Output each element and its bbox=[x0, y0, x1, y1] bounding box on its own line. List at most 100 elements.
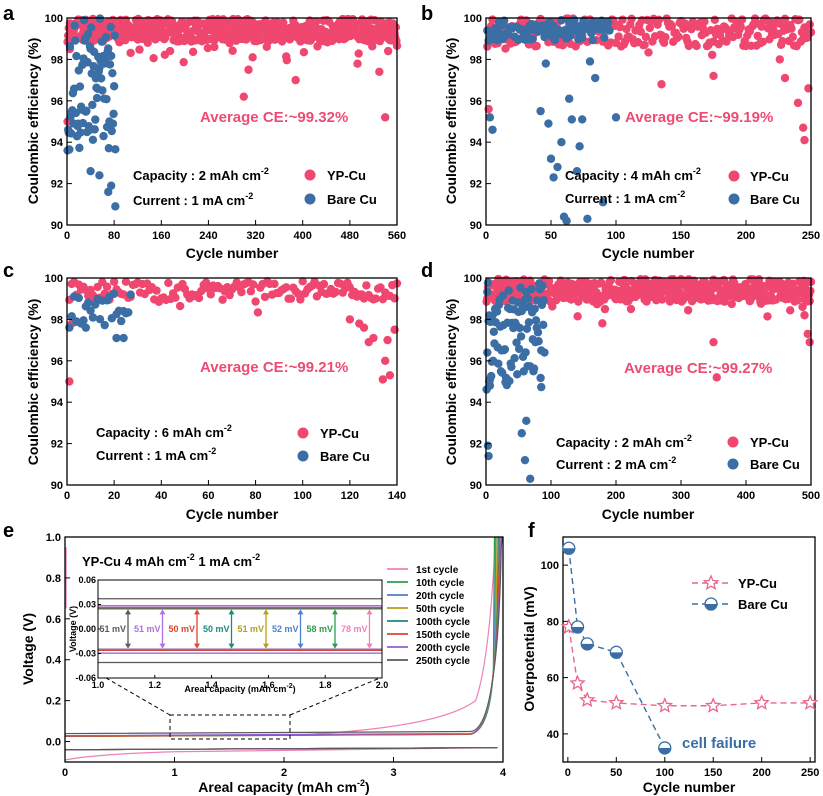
data-point bbox=[270, 279, 279, 289]
panel-c-xticks: 0 20 40 60 80 100 120 140 bbox=[64, 480, 406, 502]
data-point bbox=[239, 92, 248, 101]
data-point bbox=[536, 106, 545, 116]
data-point bbox=[800, 135, 809, 145]
data-point bbox=[522, 324, 532, 333]
data-point bbox=[692, 41, 701, 51]
y-tick-label: 0.4 bbox=[46, 655, 62, 667]
x-tick-label: 100 bbox=[607, 230, 625, 242]
data-point bbox=[175, 301, 185, 311]
panel-e-zoom-line-left bbox=[105, 677, 171, 716]
data-point bbox=[171, 293, 180, 302]
bare-marker bbox=[658, 741, 672, 755]
data-point bbox=[81, 323, 91, 332]
data-point bbox=[600, 33, 609, 42]
data-point bbox=[83, 58, 92, 67]
y-tick-label: 0.0 bbox=[46, 737, 61, 749]
data-point bbox=[532, 41, 541, 51]
panel-a-xticks: 0 80 160 240 320 400 480 560 bbox=[64, 220, 406, 242]
data-point bbox=[578, 115, 587, 124]
yp-marker bbox=[579, 691, 596, 708]
data-point bbox=[524, 294, 533, 303]
data-point bbox=[149, 53, 158, 63]
data-point bbox=[109, 109, 118, 119]
x-tick-label: 50 bbox=[545, 230, 557, 242]
y-tick-label: 90 bbox=[51, 480, 63, 492]
data-point bbox=[312, 17, 321, 26]
panel-label-b: b bbox=[421, 3, 433, 25]
data-point bbox=[644, 48, 653, 57]
y-tick-label: 98 bbox=[51, 314, 63, 326]
data-point bbox=[604, 18, 613, 27]
data-point bbox=[106, 22, 115, 32]
data-point bbox=[383, 46, 393, 56]
panel-e-legend: 1st cycle 10th cycle 20th cycle 50th cycle 1… bbox=[387, 565, 470, 667]
data-point bbox=[793, 98, 803, 108]
data-point bbox=[640, 40, 649, 50]
data-point bbox=[79, 316, 88, 325]
data-point bbox=[124, 308, 133, 317]
data-point bbox=[228, 46, 237, 55]
data-point bbox=[75, 82, 85, 91]
data-point bbox=[575, 142, 584, 151]
x-tick-label: 140 bbox=[388, 490, 406, 502]
arrow-head-up bbox=[263, 609, 269, 615]
data-point bbox=[709, 71, 718, 81]
data-point bbox=[504, 286, 513, 295]
bare-marker bbox=[580, 637, 594, 651]
panel-d-frame bbox=[485, 277, 812, 486]
panel-c-frame bbox=[66, 277, 398, 486]
panel-e-voltage-chart: 0 1 2 3 4 0.0 0.2 0.4 0.6 0.8 1.0 Areal capacity … bbox=[20, 532, 507, 795]
data-point bbox=[104, 44, 113, 53]
x-tick-label: 2 bbox=[281, 767, 287, 779]
legend-yp-label: YP-Cu bbox=[738, 576, 777, 591]
yp-marker bbox=[753, 694, 770, 710]
data-point bbox=[757, 22, 766, 31]
data-point bbox=[605, 26, 614, 35]
panel-label-e: e bbox=[3, 520, 14, 542]
panel-a-frame bbox=[66, 17, 398, 226]
data-point bbox=[298, 277, 307, 286]
panel-d-legend-yp-marker bbox=[727, 436, 739, 448]
data-point bbox=[674, 32, 683, 41]
data-point bbox=[353, 59, 362, 68]
data-point bbox=[805, 337, 814, 347]
data-point bbox=[786, 306, 795, 315]
data-point bbox=[500, 345, 510, 354]
legend-label: 1st cycle bbox=[416, 565, 459, 576]
panel-c-xlabel: Cycle number bbox=[186, 506, 279, 522]
yp-marker bbox=[702, 574, 720, 591]
data-point bbox=[375, 67, 384, 77]
data-point bbox=[787, 24, 796, 33]
inset-y-tick-label: 0.03 bbox=[78, 600, 96, 610]
data-point bbox=[558, 41, 567, 50]
x-tick-label: 250 bbox=[801, 767, 819, 779]
bare-marker-fill bbox=[562, 548, 575, 555]
data-point bbox=[117, 316, 126, 326]
panel-e-xlabel: Areal capacity (mAh cm-2) bbox=[198, 778, 369, 795]
data-point bbox=[645, 23, 654, 33]
data-point bbox=[381, 113, 390, 122]
panel-d-ylabel: Coulombic efficiency (%) bbox=[443, 299, 459, 465]
data-point bbox=[79, 15, 89, 25]
y-tick-label: 100 bbox=[464, 13, 482, 25]
data-point bbox=[279, 18, 288, 27]
data-point bbox=[799, 123, 808, 132]
data-point bbox=[95, 314, 105, 324]
data-point bbox=[515, 323, 524, 333]
inset-x-tick-label: 2.0 bbox=[376, 680, 389, 690]
x-tick-label: 100 bbox=[542, 490, 560, 502]
data-point bbox=[485, 381, 495, 390]
data-point bbox=[548, 302, 557, 311]
arrow-head-up bbox=[194, 609, 200, 615]
data-point bbox=[102, 282, 112, 291]
x-tick-label: 20 bbox=[108, 490, 120, 502]
panel-e-inset-curves bbox=[98, 598, 382, 664]
inset-y-tick-label: 0.06 bbox=[78, 575, 96, 585]
data-point bbox=[371, 294, 380, 303]
plating-curve bbox=[64, 747, 498, 761]
data-point bbox=[529, 364, 539, 373]
data-point bbox=[588, 35, 597, 45]
arrow-head-up bbox=[159, 609, 166, 615]
inset-x-tick-label: 1.4 bbox=[205, 680, 218, 690]
y-tick-label: 90 bbox=[470, 480, 482, 492]
